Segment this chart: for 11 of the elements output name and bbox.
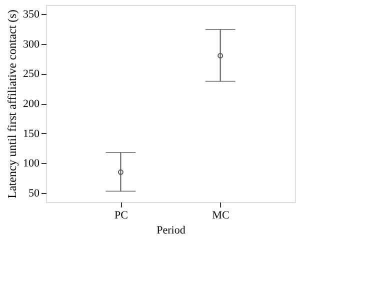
- x-axis-title: Period: [156, 224, 186, 236]
- x-tick-label: MC: [212, 210, 230, 222]
- x-tick-label: PC: [114, 210, 128, 222]
- y-tick-label: 100: [23, 158, 40, 170]
- y-axis-title: Latency until first affiliative contact (s): [5, 10, 19, 198]
- y-tick-label: 250: [23, 68, 40, 80]
- y-tick-label: 200: [23, 98, 40, 110]
- y-tick-label: 50: [28, 188, 40, 200]
- y-tick-label: 150: [23, 128, 40, 140]
- y-tick-label: 350: [23, 8, 40, 20]
- y-tick-label: 300: [23, 38, 40, 50]
